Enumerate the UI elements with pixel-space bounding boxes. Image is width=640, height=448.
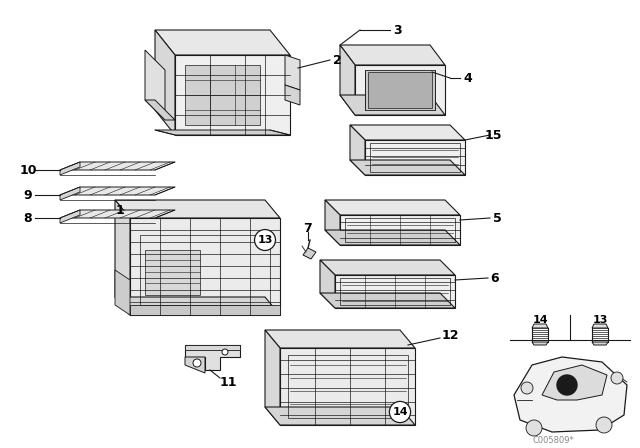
Polygon shape	[265, 330, 280, 425]
Polygon shape	[130, 218, 280, 315]
Circle shape	[526, 420, 542, 436]
Polygon shape	[115, 270, 130, 315]
Text: 7: 7	[303, 221, 312, 234]
Circle shape	[596, 417, 612, 433]
Polygon shape	[185, 65, 260, 125]
Polygon shape	[60, 187, 80, 200]
Polygon shape	[355, 65, 445, 115]
Polygon shape	[350, 160, 465, 175]
Text: 14: 14	[532, 315, 548, 325]
Text: 15: 15	[484, 129, 502, 142]
Polygon shape	[320, 293, 455, 308]
Polygon shape	[145, 50, 165, 120]
Polygon shape	[115, 200, 280, 218]
Polygon shape	[60, 162, 80, 175]
Polygon shape	[185, 345, 240, 350]
Polygon shape	[60, 210, 175, 218]
Text: 2: 2	[333, 53, 341, 66]
Polygon shape	[60, 210, 80, 223]
Polygon shape	[325, 230, 460, 245]
Polygon shape	[325, 200, 460, 215]
Circle shape	[557, 375, 577, 395]
Text: 14: 14	[392, 407, 408, 417]
Text: 12: 12	[441, 328, 459, 341]
Text: 10: 10	[19, 164, 36, 177]
Polygon shape	[365, 70, 435, 110]
Polygon shape	[532, 342, 548, 345]
Polygon shape	[285, 55, 300, 90]
Polygon shape	[115, 200, 130, 315]
Polygon shape	[592, 324, 608, 328]
Polygon shape	[340, 215, 460, 245]
Polygon shape	[325, 200, 340, 245]
Polygon shape	[320, 260, 455, 275]
Text: 3: 3	[393, 23, 401, 36]
Text: 13: 13	[257, 235, 273, 245]
Polygon shape	[320, 260, 335, 308]
Circle shape	[521, 382, 533, 394]
Text: 13: 13	[592, 315, 608, 325]
Polygon shape	[285, 85, 300, 105]
Polygon shape	[265, 407, 415, 425]
Polygon shape	[175, 55, 290, 135]
Text: 4: 4	[463, 72, 472, 85]
Polygon shape	[155, 30, 290, 55]
Polygon shape	[340, 45, 445, 65]
Polygon shape	[350, 125, 465, 140]
Circle shape	[193, 359, 201, 367]
Text: 9: 9	[24, 189, 32, 202]
Polygon shape	[155, 130, 290, 135]
Polygon shape	[340, 45, 355, 115]
Polygon shape	[365, 140, 465, 175]
Text: 1: 1	[116, 203, 124, 216]
Polygon shape	[592, 342, 608, 345]
Polygon shape	[514, 357, 627, 432]
Polygon shape	[130, 305, 280, 315]
Text: C005809*: C005809*	[532, 435, 574, 444]
Polygon shape	[155, 30, 175, 135]
Polygon shape	[115, 297, 280, 315]
Polygon shape	[340, 95, 445, 115]
Polygon shape	[335, 275, 455, 308]
Polygon shape	[532, 324, 548, 328]
Polygon shape	[368, 72, 432, 108]
Polygon shape	[265, 330, 415, 348]
Circle shape	[611, 372, 623, 384]
Polygon shape	[303, 248, 316, 259]
Text: 6: 6	[491, 271, 499, 284]
Polygon shape	[145, 250, 200, 295]
Polygon shape	[350, 125, 365, 175]
Polygon shape	[280, 348, 415, 425]
Polygon shape	[185, 357, 205, 373]
Text: 8: 8	[24, 211, 32, 224]
Polygon shape	[60, 162, 175, 170]
Polygon shape	[60, 187, 175, 195]
Polygon shape	[542, 365, 607, 400]
Text: 11: 11	[220, 375, 237, 388]
Polygon shape	[185, 345, 240, 370]
Text: 5: 5	[493, 211, 501, 224]
Circle shape	[222, 349, 228, 355]
Polygon shape	[145, 100, 175, 120]
